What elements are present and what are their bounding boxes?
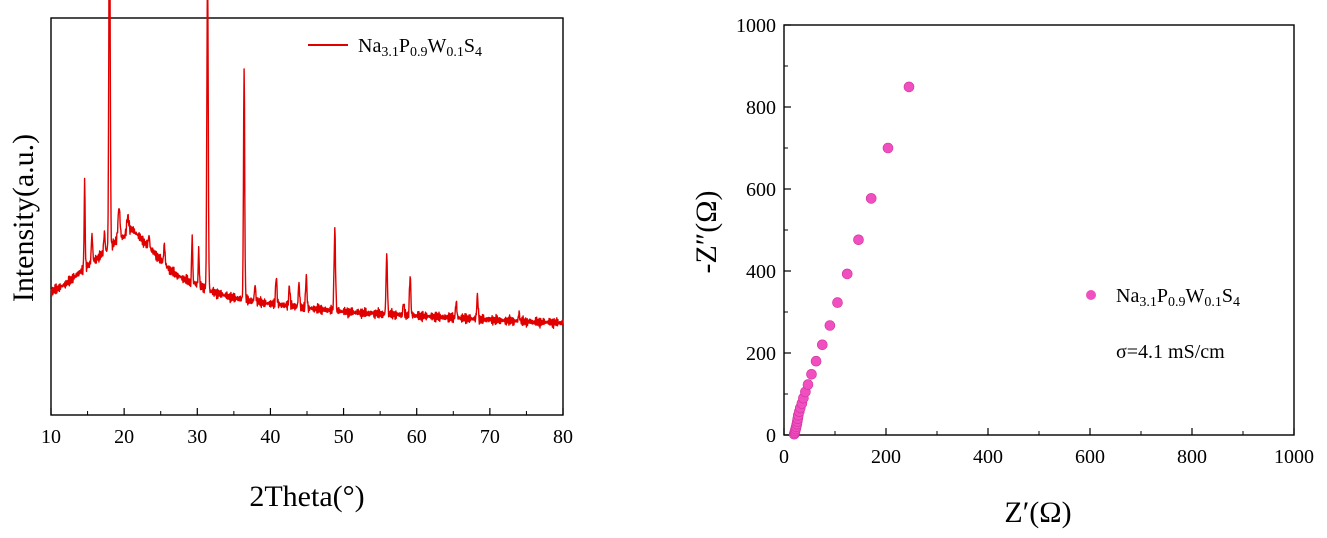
eis-y-axis-label: -Z″(Ω) [690, 190, 723, 273]
eis-x-tick-label: 0 [779, 446, 789, 468]
xrd-x-tick-label: 20 [114, 426, 134, 448]
eis-chart: 0 200 400 600 800 1000 0 200 400 600 800 1000 Na3.1… [690, 15, 1314, 529]
xrd-x-axis-label: 2Theta(°) [249, 480, 364, 513]
eis-data-point [882, 142, 894, 154]
xrd-x-tick-label: 50 [334, 426, 354, 448]
eis-data-point [824, 320, 836, 331]
eis-legend-label: Na3.1P0.9W0.1S4 [1116, 285, 1240, 310]
xrd-y-axis-label: Intensity(a.u.) [7, 134, 40, 302]
xrd-pattern-line [50, 0, 564, 329]
eis-legend-marker [1086, 290, 1096, 300]
eis-data-point [832, 297, 843, 308]
eis-y-tick-label: 800 [746, 97, 776, 119]
eis-x-tick-label: 400 [973, 446, 1003, 468]
xrd-x-tick-label: 80 [553, 426, 573, 448]
eis-y-tick-label: 200 [746, 343, 776, 365]
eis-data-point [806, 368, 817, 380]
eis-data-points [788, 81, 915, 440]
xrd-legend-label: Na3.1P0.9W0.1S4 [358, 35, 482, 60]
xrd-x-tick-label: 60 [407, 426, 427, 448]
eis-y-tick-label: 1000 [736, 15, 776, 37]
xrd-x-tick-label: 40 [260, 426, 280, 448]
eis-annotation-conductivity: σ=4.1 mS/cm [1116, 341, 1225, 363]
eis-axis-ticks: 0 200 400 600 800 1000 0 200 400 600 800 1000 [736, 15, 1314, 468]
eis-x-tick-label: 600 [1075, 446, 1105, 468]
eis-legend: Na3.1P0.9W0.1S4 [1086, 285, 1240, 310]
eis-x-axis-label: Z′(Ω) [1004, 496, 1071, 529]
eis-x-tick-label: 1000 [1274, 446, 1314, 468]
eis-data-point [853, 234, 864, 246]
eis-plot-frame [783, 24, 1295, 436]
xrd-x-ticks: 10 20 30 40 50 60 70 80 [41, 408, 573, 448]
eis-data-point [903, 81, 915, 93]
eis-x-tick-label: 800 [1177, 446, 1207, 468]
xrd-legend: Na3.1P0.9W0.1S4 [308, 35, 482, 60]
eis-x-tick-label: 200 [871, 446, 901, 468]
xrd-chart: 10 20 30 40 50 60 70 80 Na3.1P0.9W0.1S4 2Theta(… [7, 0, 573, 513]
eis-data-point [802, 379, 814, 390]
eis-data-point [865, 193, 877, 204]
eis-data-point [816, 339, 828, 351]
eis-y-tick-label: 600 [746, 179, 776, 201]
xrd-x-tick-label: 70 [480, 426, 500, 448]
xrd-x-tick-label: 10 [41, 426, 61, 448]
xrd-x-tick-label: 30 [187, 426, 207, 448]
eis-y-tick-label: 400 [746, 261, 776, 283]
eis-data-point [841, 268, 853, 280]
eis-y-tick-label: 0 [766, 425, 776, 447]
eis-data-point [810, 355, 822, 367]
